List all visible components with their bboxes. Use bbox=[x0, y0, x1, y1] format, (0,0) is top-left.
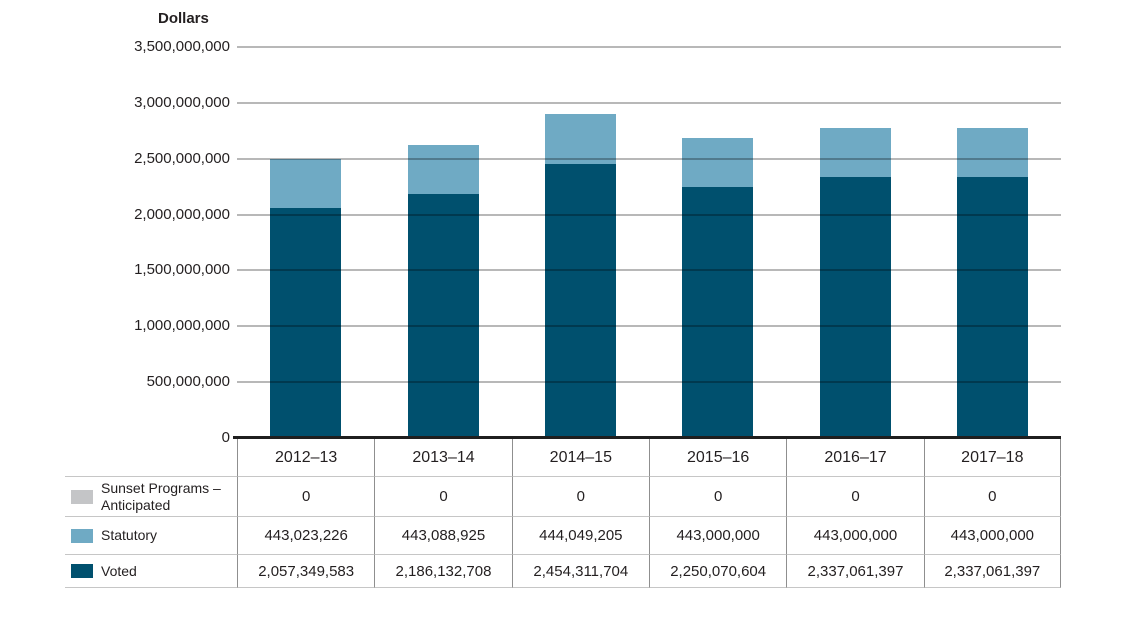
y-axis-tick-label: 2,500,000,000 bbox=[134, 150, 230, 167]
value-cell-statutory-2017-18: 443,000,000 bbox=[923, 517, 1061, 555]
value-cell-statutory-2015-16: 443,000,000 bbox=[648, 517, 787, 555]
gridline bbox=[237, 158, 1061, 160]
y-axis-tick-label: 0 bbox=[221, 429, 230, 446]
value-cell-voted-2016-17: 2,337,061,397 bbox=[786, 555, 924, 588]
legend-swatch bbox=[71, 489, 93, 504]
value-cell-sunset-programs-anticipated-2016-17: 0 bbox=[786, 477, 924, 517]
y-axis-tick-label: 3,500,000,000 bbox=[134, 38, 230, 55]
legend-label: Voted bbox=[101, 562, 137, 579]
value-cell-statutory-2016-17: 443,000,000 bbox=[786, 517, 924, 555]
bar-segment-voted-2012-13 bbox=[270, 208, 341, 438]
y-axis-tick-label: 2,000,000,000 bbox=[134, 206, 230, 223]
bar-segment-voted-2017-18 bbox=[957, 177, 1028, 438]
y-axis-title: Dollars bbox=[158, 10, 209, 27]
value-cell-statutory-2014-15: 444,049,205 bbox=[511, 517, 649, 555]
bar-segment-voted-2016-17 bbox=[820, 177, 891, 438]
gridline bbox=[237, 381, 1061, 383]
y-axis-tick-label: 500,000,000 bbox=[146, 373, 230, 390]
bar-segment-statutory-2014-15 bbox=[545, 114, 616, 164]
value-cell-sunset-programs-anticipated-2013-14: 0 bbox=[374, 477, 512, 517]
bar-segment-voted-2013-14 bbox=[408, 194, 479, 438]
year-header-2017-18: 2017–18 bbox=[923, 439, 1061, 477]
legend-label: Sunset Programs – Anticipated bbox=[101, 480, 221, 513]
gridline bbox=[237, 269, 1061, 271]
bar-segment-voted-2015-16 bbox=[682, 187, 753, 438]
value-cell-sunset-programs-anticipated-2014-15: 0 bbox=[511, 477, 649, 517]
year-header-2013-14: 2013–14 bbox=[374, 439, 512, 477]
legend-cell-sunset-programs-anticipated: Sunset Programs – Anticipated bbox=[65, 477, 237, 517]
y-axis-tick-label: 1,500,000,000 bbox=[134, 261, 230, 278]
gridline bbox=[237, 325, 1061, 327]
year-header-2015-16: 2015–16 bbox=[648, 439, 787, 477]
legend-label: Statutory bbox=[101, 527, 158, 544]
value-cell-voted-2014-15: 2,454,311,704 bbox=[511, 555, 649, 588]
legend-cell-statutory: Statutory bbox=[65, 517, 237, 555]
value-cell-statutory-2012-13: 443,023,226 bbox=[237, 517, 375, 555]
y-axis-tick-label: 3,000,000,000 bbox=[134, 94, 230, 111]
bar-segment-statutory-2016-17 bbox=[820, 128, 891, 177]
legend-swatch bbox=[71, 564, 93, 578]
x-axis-line bbox=[233, 436, 1061, 439]
gridline bbox=[237, 102, 1061, 104]
value-cell-voted-2015-16: 2,250,070,604 bbox=[648, 555, 787, 588]
year-header-2016-17: 2016–17 bbox=[786, 439, 924, 477]
value-cell-statutory-2013-14: 443,088,925 bbox=[374, 517, 512, 555]
value-cell-voted-2017-18: 2,337,061,397 bbox=[923, 555, 1061, 588]
value-cell-voted-2012-13: 2,057,349,583 bbox=[237, 555, 375, 588]
gridline bbox=[237, 214, 1061, 216]
value-cell-sunset-programs-anticipated-2017-18: 0 bbox=[923, 477, 1061, 517]
plot-area bbox=[237, 46, 1061, 438]
year-header-2012-13: 2012–13 bbox=[237, 439, 375, 477]
bar-segment-statutory-2017-18 bbox=[957, 128, 1028, 177]
year-header-2014-15: 2014–15 bbox=[511, 439, 649, 477]
bar-segment-voted-2014-15 bbox=[545, 164, 616, 438]
data-table: 2012–13 2013–14 2014–15 2015–16 2016–17 2017–… bbox=[65, 439, 1061, 588]
bar-segment-statutory-2013-14 bbox=[408, 145, 479, 194]
value-cell-sunset-programs-anticipated-2012-13: 0 bbox=[237, 477, 375, 517]
gridline bbox=[237, 46, 1061, 48]
legend-cell-voted: Voted bbox=[65, 555, 237, 588]
value-cell-voted-2013-14: 2,186,132,708 bbox=[374, 555, 512, 588]
bar-segment-statutory-2012-13 bbox=[270, 159, 341, 208]
value-cell-sunset-programs-anticipated-2015-16: 0 bbox=[648, 477, 787, 517]
legend-swatch bbox=[71, 528, 93, 543]
table-corner-cell bbox=[65, 439, 237, 477]
bar-segment-statutory-2015-16 bbox=[682, 138, 753, 187]
y-axis-tick-label: 1,000,000,000 bbox=[134, 317, 230, 334]
